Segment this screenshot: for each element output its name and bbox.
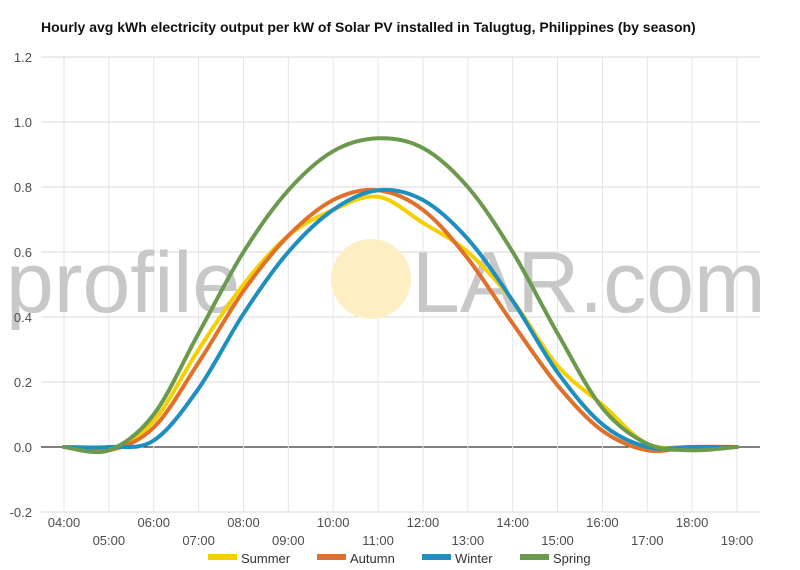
gridlines <box>41 56 760 513</box>
y-tick-label: 0.8 <box>14 180 32 195</box>
y-tick-label: -0.2 <box>10 505 32 520</box>
x-tick-label: 11:00 <box>362 533 394 548</box>
series-line-spring <box>62 136 739 455</box>
y-tick-label: 0.4 <box>14 310 32 325</box>
x-tick-label: 06:00 <box>137 515 170 530</box>
legend-swatch-autumn <box>317 554 346 560</box>
y-tick-label: 1.2 <box>14 50 32 65</box>
legend-label-summer: Summer <box>241 551 291 566</box>
watermark-text-left: profile <box>6 235 240 331</box>
series-line-autumn <box>62 187 739 454</box>
y-tick-label: 0.6 <box>14 245 32 260</box>
watermark-sun-icon <box>331 239 411 319</box>
y-tick-label: 0.0 <box>14 440 32 455</box>
legend-swatch-spring <box>520 554 549 560</box>
legend-label-autumn: Autumn <box>350 551 395 566</box>
y-tick-label: 0.2 <box>14 375 32 390</box>
x-tick-label: 05:00 <box>93 533 126 548</box>
legend: Summer Autumn Winter Spring <box>208 551 591 566</box>
x-tick-label: 17:00 <box>631 533 664 548</box>
x-tick-label: 15:00 <box>541 533 574 548</box>
series-lines <box>62 136 739 455</box>
x-tick-label: 09:00 <box>272 533 305 548</box>
legend-label-spring: Spring <box>553 551 591 566</box>
x-tick-label: 18:00 <box>676 515 709 530</box>
x-tick-label: 08:00 <box>227 515 260 530</box>
x-tick-label: 16:00 <box>586 515 619 530</box>
x-tick-label: 13:00 <box>452 533 485 548</box>
legend-swatch-summer <box>208 554 237 560</box>
watermark-text-right: LAR.com <box>412 235 766 331</box>
x-tick-label: 12:00 <box>407 515 440 530</box>
y-tick-label: 1.0 <box>14 115 32 130</box>
legend-label-winter: Winter <box>455 551 493 566</box>
watermark: profile LAR.com <box>6 235 766 331</box>
x-tick-label: 04:00 <box>48 515 81 530</box>
x-tick-label: 14:00 <box>496 515 529 530</box>
legend-swatch-winter <box>422 554 451 560</box>
chart-title: Hourly avg kWh electricity output per kW… <box>41 19 696 35</box>
x-tick-label: 10:00 <box>317 515 350 530</box>
axes: -0.2 0.0 0.2 0.4 0.6 0.8 1.0 1.2 04:00 05:00 06:00… <box>10 50 754 548</box>
x-tick-label: 19:00 <box>721 533 754 548</box>
series-line-summer <box>62 194 739 454</box>
series-line-winter <box>62 187 739 451</box>
x-tick-label: 07:00 <box>182 533 215 548</box>
